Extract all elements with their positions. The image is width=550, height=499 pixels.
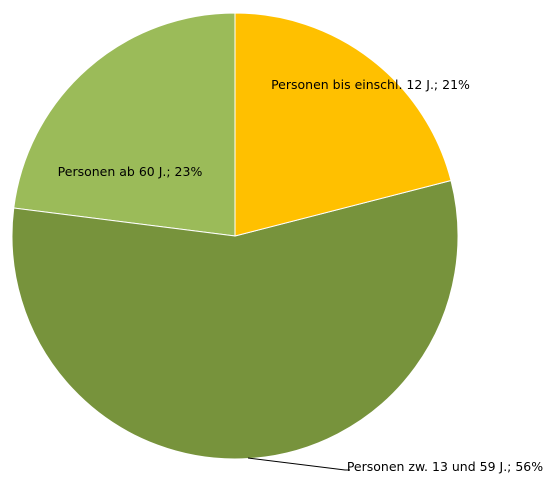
data-label: Personen bis einschl. 12 J.; 21% bbox=[271, 77, 470, 92]
pie-slice bbox=[234, 12, 452, 237]
leader-line bbox=[247, 457, 350, 471]
data-label: Personen ab 60 J.; 23% bbox=[57, 164, 203, 179]
pie-slice bbox=[13, 12, 236, 237]
data-label: Personen zw. 13 und 59 J.; 56% bbox=[346, 459, 544, 474]
